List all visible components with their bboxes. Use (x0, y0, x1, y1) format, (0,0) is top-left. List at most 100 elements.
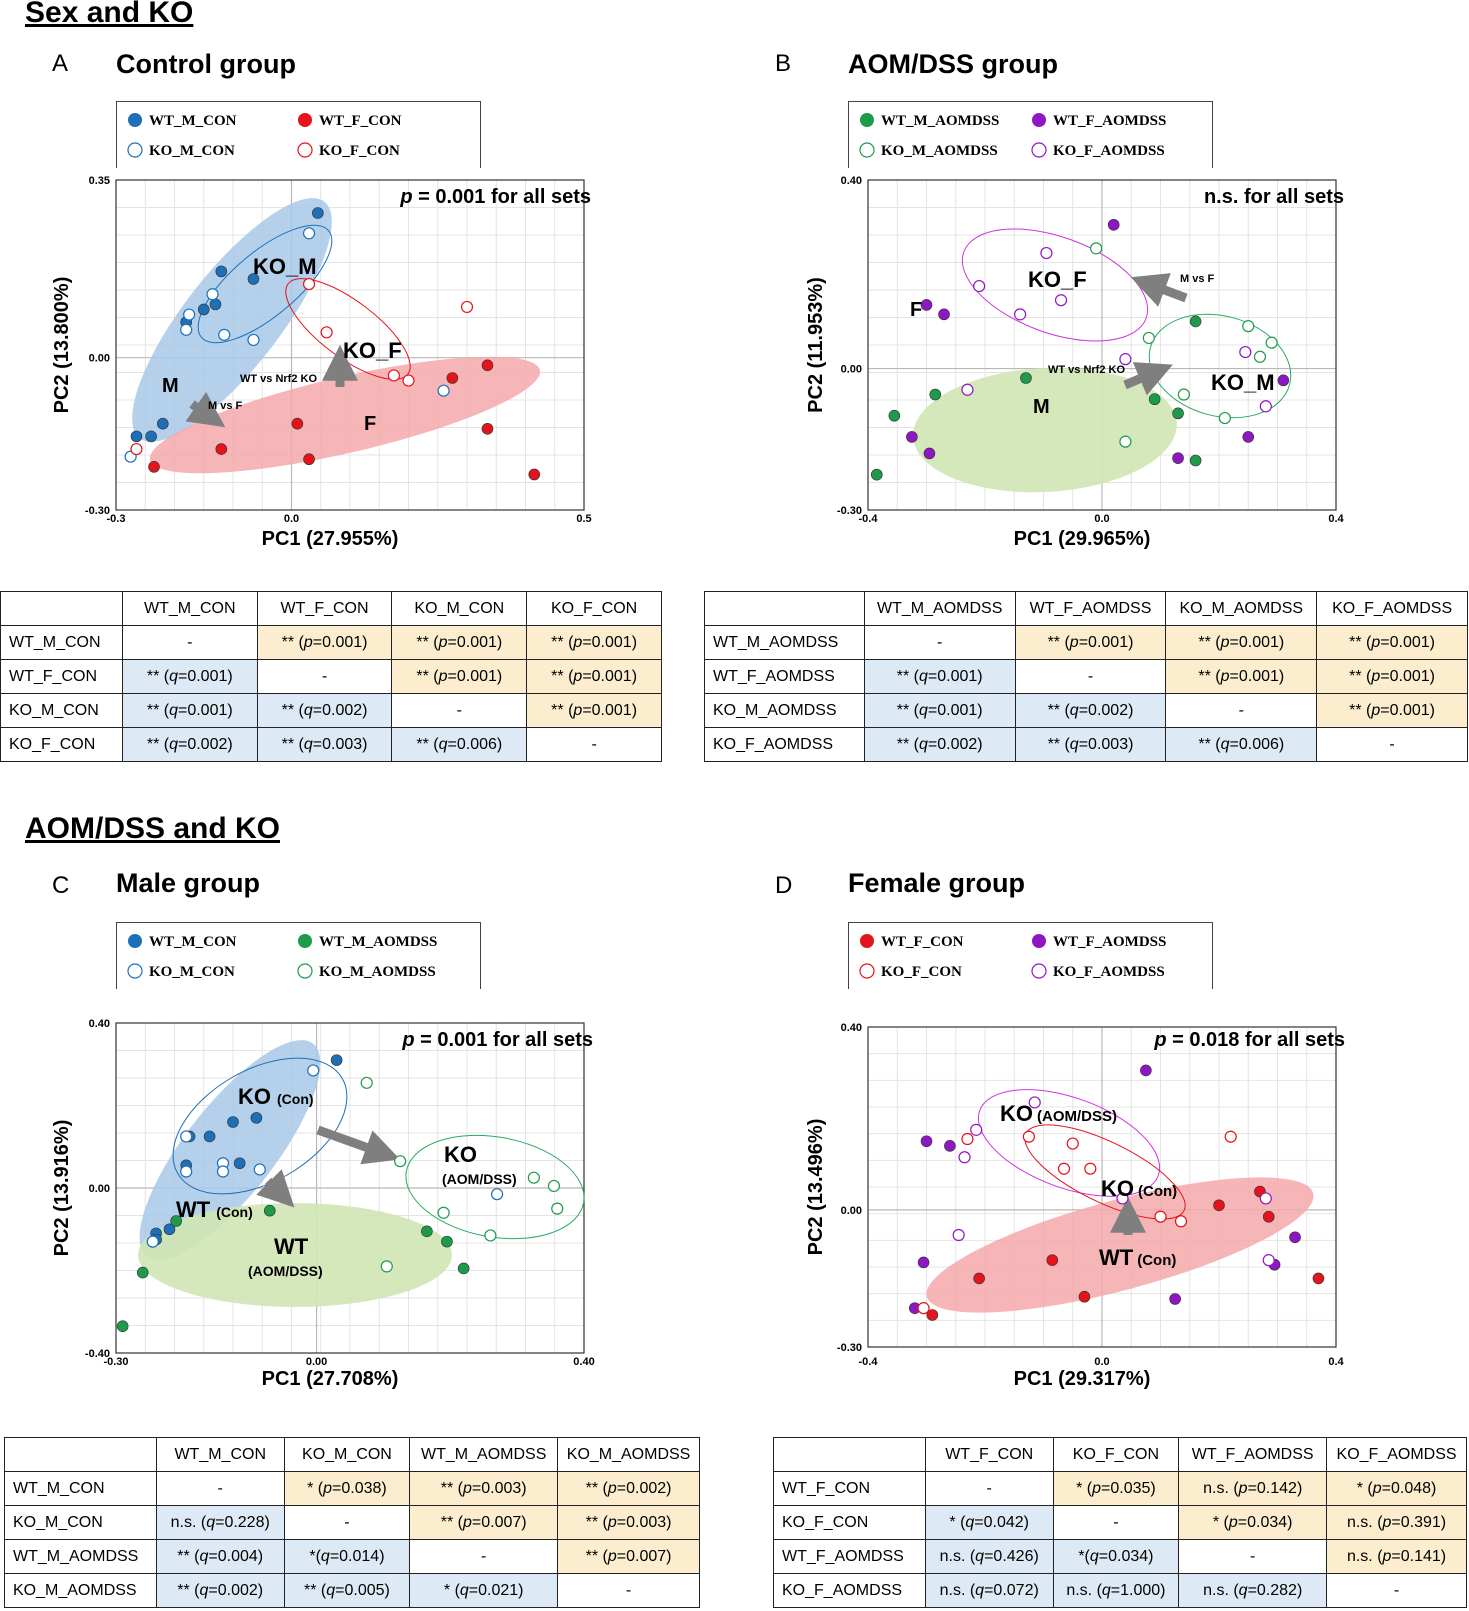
label-ko-con: KO (Con) (1101, 1176, 1177, 1201)
data-point-wt-f-aomdss (938, 308, 950, 321)
data-point-wt-m-con (233, 1157, 246, 1170)
column-header: KO_M_AOMDSS (1165, 591, 1318, 626)
x-tick-label: -0.4 (859, 1356, 879, 1368)
table-cell: ** (p=0.001) (1165, 659, 1318, 694)
data-point-ko-m-con (146, 1235, 159, 1248)
table-cell: * (q=0.042) (924, 1505, 1054, 1540)
y-tick-label: 0.40 (89, 1018, 110, 1030)
table-cell: - (256, 659, 393, 694)
y-tick-label: 0.40 (841, 175, 862, 187)
plot-d-frame (867, 1026, 1337, 1348)
row-header: KO_F_CON (773, 1505, 926, 1540)
table-cell: * (p=0.034) (1178, 1505, 1328, 1540)
column-header: WT_F_AOMDSS (1014, 591, 1167, 626)
data-point-wt-f-aomdss (1107, 218, 1120, 231)
column-header: WT_M_AOMDSS (863, 591, 1016, 626)
table-row: KO_F_AOMDSS n.s. (q=0.072) n.s. (q=1.000) n… (773, 1573, 1467, 1608)
data-point-ko-f-aomdss (1028, 1096, 1041, 1109)
data-point-wt-f-aomdss (920, 299, 933, 311)
data-point-ko-f-con (1066, 1137, 1079, 1150)
row-header: KO_F_CON (0, 727, 123, 762)
ellipse-ko-aomdss (977, 1089, 1161, 1197)
table-cell: ** (p=0.001) (391, 625, 528, 660)
data-point-wt-f-con (481, 359, 494, 372)
table-cell: * (p=0.048) (1326, 1471, 1467, 1506)
data-point-ko-f-aomdss (1239, 345, 1252, 359)
data-point-ko-f-aomdss (1262, 1254, 1275, 1267)
data-point-wt-m-aomdss (170, 1215, 182, 1227)
table-cell: - (1165, 693, 1318, 728)
legend-item: KO_M_AOMDSS (297, 963, 436, 981)
y-axis-label: PC2 (13.916%) (51, 1120, 73, 1257)
data-point-ko-m-con (253, 1163, 266, 1176)
data-point-ko-f-con (1022, 1130, 1035, 1143)
legend-item: KO_F_AOMDSS (1031, 142, 1165, 160)
data-point-ko-m-aomdss (1242, 320, 1255, 333)
data-point-ko-m-aomdss (1253, 350, 1267, 363)
table-cell: *(q=0.014) (283, 1539, 411, 1574)
table-corner (4, 1437, 157, 1472)
table-cell: n.s. (p=0.391) (1326, 1505, 1467, 1540)
x-tick-label: 0.40 (573, 1356, 594, 1368)
column-header: WT_F_AOMDSS (1178, 1437, 1328, 1472)
legend-item: WT_M_AOMDSS (297, 933, 437, 951)
table-cell: - (1178, 1539, 1328, 1574)
table-cell: n.s. (q=1.000) (1052, 1573, 1180, 1608)
label-arrow-wt-ko: WT vs Nrf2 KO (1048, 364, 1125, 376)
data-point-wt-m-con (209, 298, 222, 311)
table-corner (0, 591, 123, 626)
column-header: KO_M_CON (391, 591, 528, 626)
column-header: WT_M_AOMDSS (409, 1437, 559, 1472)
plot-a: p = 0.001 for all sets KO_M KO_F M F WT … (51, 175, 592, 550)
plot-a-frame (115, 179, 585, 511)
data-point-wt-f-aomdss (1289, 1231, 1301, 1244)
legend-item: KO_M_CON (127, 963, 235, 981)
data-point-wt-m-aomdss (136, 1266, 149, 1279)
data-point-wt-m-aomdss (116, 1320, 129, 1332)
row-header: WT_M_CON (0, 625, 123, 660)
table-cell: n.s. (q=0.072) (924, 1573, 1054, 1608)
data-point-ko-f-con (1224, 1130, 1237, 1143)
points-c (116, 1054, 564, 1332)
table-cell: ** (q=0.006) (391, 727, 528, 762)
x-tick-label: 0.4 (1328, 1356, 1344, 1368)
table-cell: n.s. (p=0.142) (1178, 1471, 1328, 1506)
table-cell: ** (p=0.001) (1316, 659, 1468, 694)
data-point-ko-f-aomdss (973, 279, 986, 293)
table-cell: ** (q=0.002) (1014, 693, 1167, 728)
table-cell: ** (p=0.007) (409, 1505, 559, 1540)
data-point-ko-f-con (402, 374, 415, 387)
label-f: F (364, 413, 376, 435)
data-point-ko-f-aomdss (958, 1151, 971, 1164)
arrow-wt (256, 1169, 295, 1208)
label-arrow-m-f: M vs F (208, 400, 243, 412)
data-point-wt-f-aomdss (923, 447, 936, 460)
label-ko-m: KO_M (253, 254, 317, 279)
table-cell: ** (q=0.002) (155, 1573, 285, 1608)
annotation-a: p = 0.001 for all sets (399, 186, 591, 208)
column-header: KO_F_AOMDSS (1316, 591, 1468, 626)
data-point-wt-f-con (303, 453, 315, 466)
panel-title-b: AOM/DSS group (848, 49, 1058, 79)
label-ko-f: KO_F (1028, 267, 1087, 292)
x-tick-label: 0.0 (1094, 1356, 1109, 1368)
table-cell: * (p=0.035) (1052, 1471, 1180, 1506)
table-cell: - (1014, 659, 1167, 694)
label-ko-m: KO_M (1211, 370, 1275, 395)
legend-item: WT_M_CON (127, 933, 237, 951)
row-header: WT_F_CON (773, 1471, 926, 1506)
region-m (132, 198, 332, 442)
label-m: M (162, 375, 179, 397)
table-row: KO_M_CON n.s. (q=0.228) - ** (p=0.007) ** (p… (4, 1505, 700, 1540)
data-point-ko-f-con (302, 277, 316, 291)
data-point-ko-m-con (180, 1165, 193, 1178)
label-arrow-m-f: M vs F (1180, 273, 1215, 285)
region-wt-con (926, 1177, 1314, 1313)
data-point-wt-f-con (973, 1272, 985, 1285)
y-tick-label: 0.00 (89, 353, 110, 365)
data-point-wt-m-aomdss (457, 1262, 470, 1275)
table-row: WT_M_CON - * (p=0.038) ** (p=0.003) ** (p=0.… (4, 1471, 700, 1506)
data-point-ko-m-con (180, 1130, 193, 1143)
table-cell: ** (q=0.001) (863, 659, 1016, 694)
data-point-ko-m-aomdss (380, 1260, 393, 1273)
